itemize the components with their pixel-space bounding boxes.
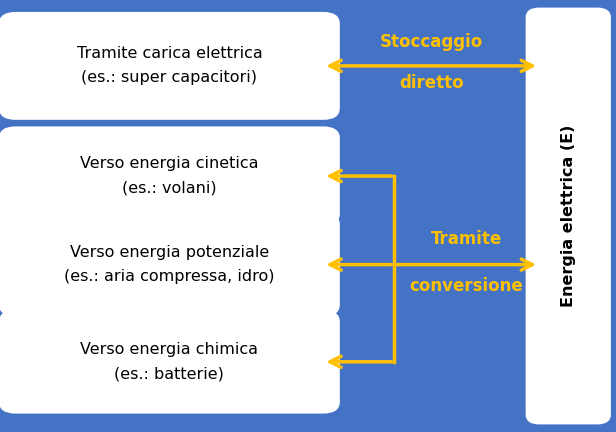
Text: Tramite carica elettrica: Tramite carica elettrica — [76, 46, 262, 61]
Text: (es.: aria compressa, idro): (es.: aria compressa, idro) — [64, 269, 275, 284]
Text: Energia elettrica (E): Energia elettrica (E) — [561, 125, 576, 307]
Text: diretto: diretto — [399, 74, 463, 92]
FancyBboxPatch shape — [0, 127, 339, 225]
FancyBboxPatch shape — [0, 214, 339, 315]
FancyBboxPatch shape — [0, 13, 339, 119]
FancyBboxPatch shape — [0, 311, 339, 413]
Text: (es.: super capacitori): (es.: super capacitori) — [81, 70, 257, 86]
Text: Verso energia cinetica: Verso energia cinetica — [80, 156, 259, 172]
FancyBboxPatch shape — [527, 9, 610, 423]
Text: Verso energia chimica: Verso energia chimica — [81, 342, 258, 357]
Text: conversione: conversione — [410, 277, 524, 295]
Text: (es.: batterie): (es.: batterie) — [115, 366, 224, 381]
Text: Stoccaggio: Stoccaggio — [379, 33, 483, 51]
Text: Verso energia potenziale: Verso energia potenziale — [70, 245, 269, 260]
Text: Tramite: Tramite — [431, 230, 502, 248]
Text: (es.: volani): (es.: volani) — [122, 181, 217, 196]
